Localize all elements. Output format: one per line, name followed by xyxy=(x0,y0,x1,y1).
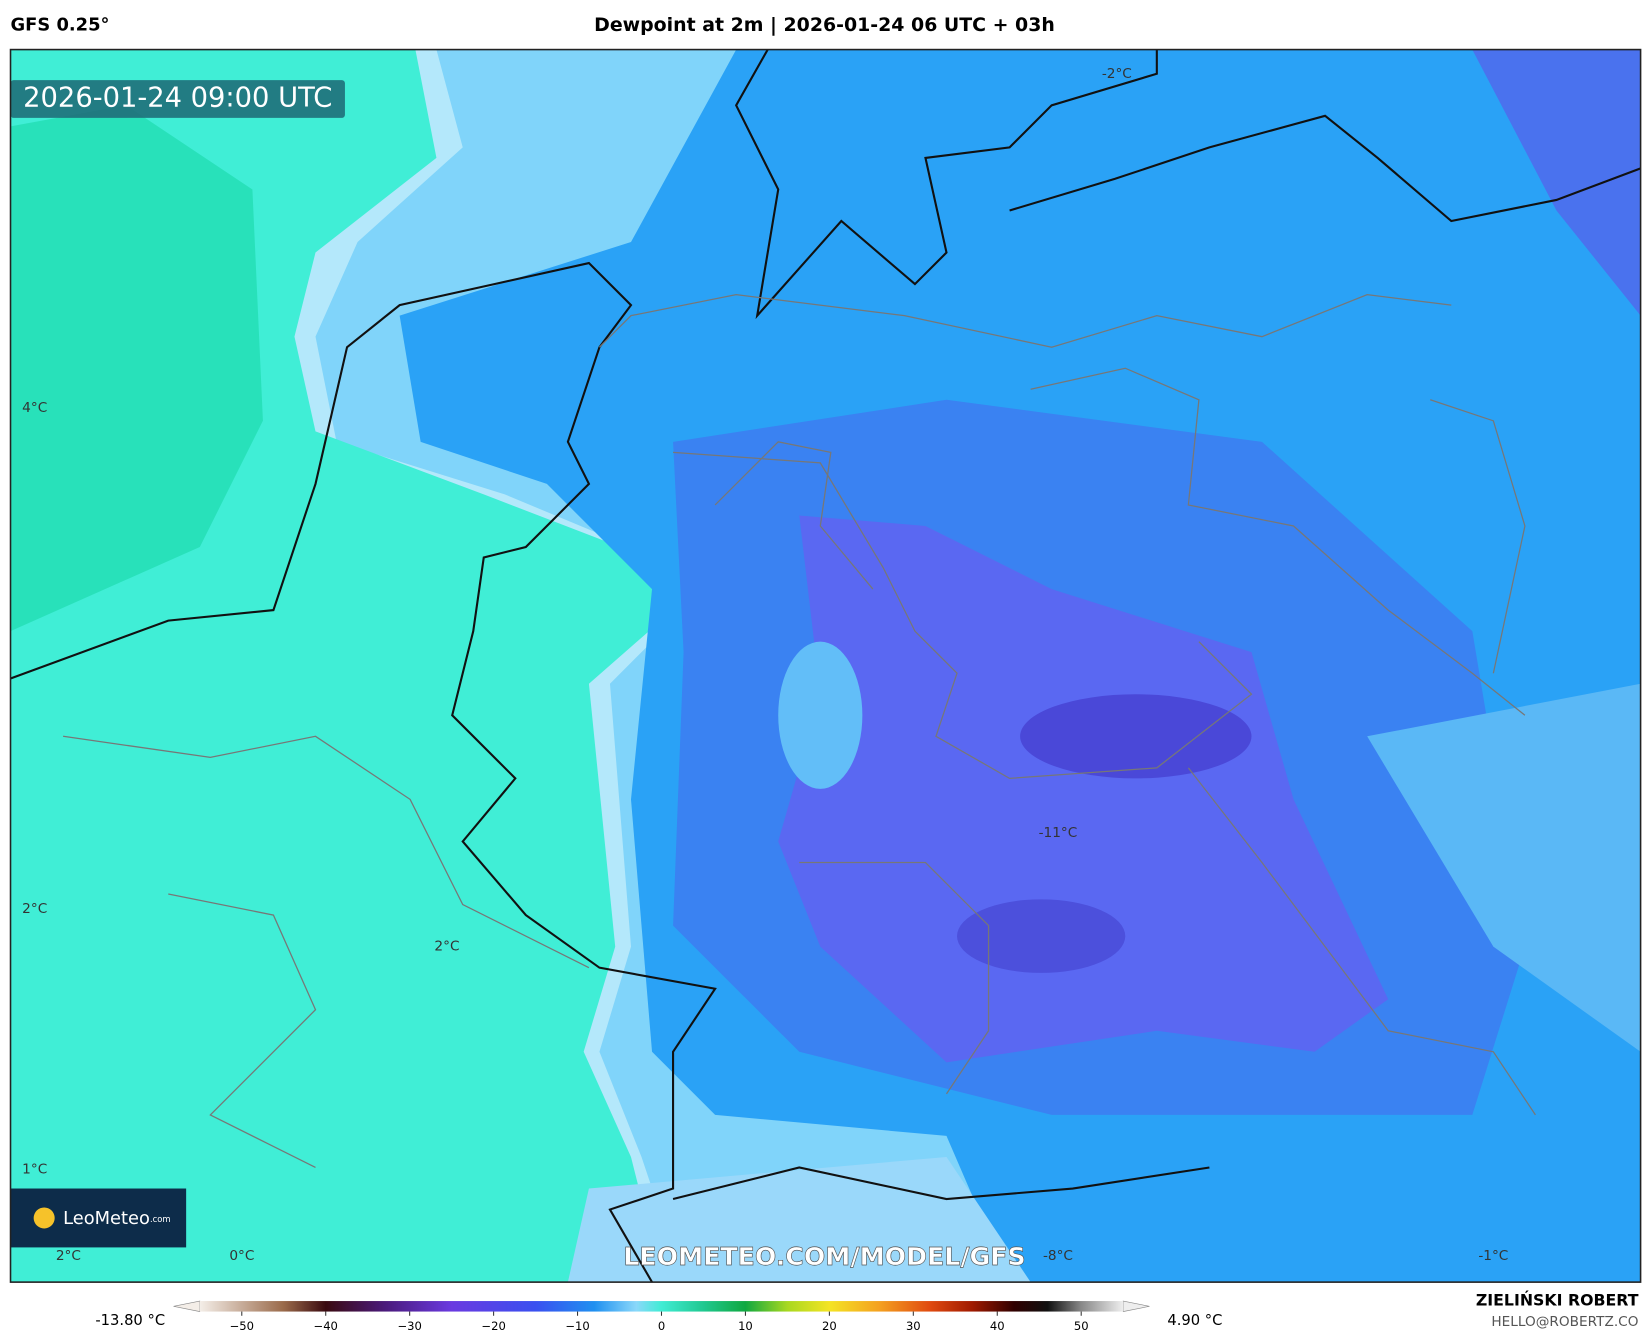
field-southeast xyxy=(1367,683,1641,1052)
colorbar-tick-label: 40 xyxy=(990,1319,1005,1333)
contour-label: 1°C xyxy=(22,1162,47,1178)
field-core xyxy=(1020,694,1252,779)
field-teal-dark xyxy=(10,105,263,632)
contour-label: -2°C xyxy=(1102,66,1132,82)
watermark: LEOMETEO.COM/MODEL/GFS xyxy=(623,1242,1025,1271)
contour-label: -11°C xyxy=(1039,825,1078,841)
logo-suffix: .com xyxy=(150,1214,171,1224)
colorbar xyxy=(199,1301,1124,1312)
time-box xyxy=(10,80,345,118)
contour-label: -1°C xyxy=(1478,1248,1508,1264)
field-east xyxy=(1472,49,1641,316)
contour-label: -8°C xyxy=(1043,1248,1073,1264)
colorbar-tick-label: 50 xyxy=(1074,1319,1089,1333)
colorbar-tick-label: −50 xyxy=(230,1319,254,1333)
field-pocket xyxy=(778,641,863,789)
contour-label: 2°C xyxy=(22,901,47,917)
max-label: 4.90 °C xyxy=(1167,1312,1222,1329)
email: HELLO@ROBERTZ.CO xyxy=(1491,1314,1638,1330)
map: LEOMETEO.COM/MODEL/GFS 2026-01-24 09:00 … xyxy=(10,49,1641,1283)
coastlines xyxy=(10,49,1641,1283)
colorbar-tick-label: 10 xyxy=(738,1319,753,1333)
map-title: Dewpoint at 2m | 2026-01-24 06 UTC + 03h xyxy=(594,14,1055,36)
contour-label: 0°C xyxy=(229,1248,254,1264)
logo-sun xyxy=(33,1207,55,1229)
min-label: -13.80 °C xyxy=(95,1312,165,1329)
contour-label: 2°C xyxy=(56,1248,81,1264)
colorbar-tick-label: −40 xyxy=(314,1319,338,1333)
colorbar-tick-label: 0 xyxy=(658,1319,665,1333)
colorbar-tick-label: 20 xyxy=(822,1319,837,1333)
logo-text: LeoMeteo.com xyxy=(63,1208,171,1229)
colorbar-tick-label: −10 xyxy=(565,1319,589,1333)
contour-label: 2°C xyxy=(434,939,459,955)
colorbar-arrow-left xyxy=(173,1300,201,1312)
colorbar-tick-label: −30 xyxy=(397,1319,421,1333)
colorbar-tick-label: −20 xyxy=(481,1319,505,1333)
contour-label: 4°C xyxy=(22,400,47,416)
field-alps xyxy=(567,1156,1031,1283)
logo-name: LeoMeteo xyxy=(63,1208,150,1229)
author: ZIELIŃSKI ROBERT xyxy=(1476,1291,1639,1310)
colorbar-arrow-right xyxy=(1122,1300,1150,1312)
field-core xyxy=(957,899,1126,973)
model-name: GFS 0.25° xyxy=(11,14,110,35)
map-frame xyxy=(9,48,1642,1283)
colorbar-tick-label: 30 xyxy=(906,1319,921,1333)
valid-time: 2026-01-24 09:00 UTC xyxy=(23,83,332,114)
borders xyxy=(63,293,1536,1169)
field-purple xyxy=(778,515,1389,1063)
